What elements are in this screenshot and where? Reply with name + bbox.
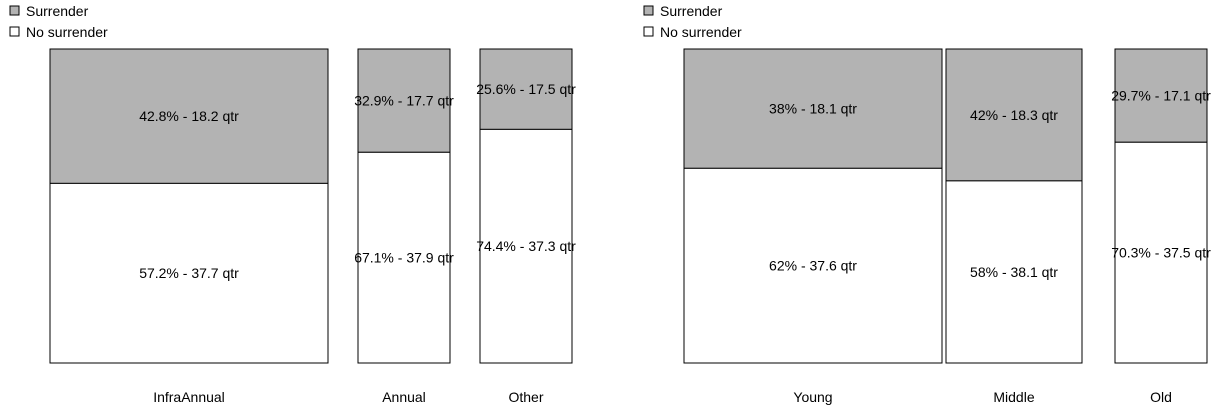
bar-surrender-other <box>479 48 573 130</box>
data-label-no-surrender-other: 74.4% - 37.3 qtr <box>476 238 576 254</box>
category-label-middle: Middle <box>993 389 1034 405</box>
bar-surrender-young <box>683 48 943 169</box>
data-label-no-surrender-old: 70.3% - 37.5 qtr <box>1111 245 1211 261</box>
bar-surrender-infraannual <box>49 48 329 184</box>
legend-swatch-surrender <box>643 5 654 16</box>
legend-swatch-surrender <box>9 5 20 16</box>
legend-label-no-surrender: No surrender <box>26 24 108 40</box>
legend-label-no-surrender: No surrender <box>660 24 742 40</box>
bar-no-surrender-annual <box>357 151 451 364</box>
data-label-surrender-annual: 32.9% - 17.7 qtr <box>354 93 454 109</box>
legend-label-surrender: Surrender <box>26 3 89 19</box>
mosaic-chart-1: Surrender No surrender 42.8% - 18.2 qtr 57.… <box>9 3 576 405</box>
data-label-surrender-middle: 42% - 18.3 qtr <box>970 107 1058 123</box>
data-label-no-surrender-annual: 67.1% - 37.9 qtr <box>354 250 454 266</box>
bar-no-surrender-middle <box>945 180 1083 364</box>
bar-no-surrender-infraannual <box>49 182 329 364</box>
bar-no-surrender-young <box>683 167 943 364</box>
category-label-old: Old <box>1150 389 1172 405</box>
data-label-no-surrender-infraannual: 57.2% - 37.7 qtr <box>139 265 239 281</box>
category-label-young: Young <box>793 389 832 405</box>
data-label-surrender-other: 25.6% - 17.5 qtr <box>476 81 576 97</box>
data-label-surrender-old: 29.7% - 17.1 qtr <box>1111 88 1211 104</box>
category-label-annual: Annual <box>382 389 426 405</box>
legend-label-surrender: Surrender <box>660 3 723 19</box>
bar-no-surrender-other <box>479 128 573 364</box>
data-label-surrender-infraannual: 42.8% - 18.2 qtr <box>139 108 239 124</box>
category-label-infraannual: InfraAnnual <box>153 389 225 405</box>
bar-no-surrender-old <box>1114 141 1208 364</box>
mosaic-chart-2: Surrender No surrender 38% - 18.1 qtr 62% -… <box>643 3 1211 405</box>
bar-surrender-annual <box>357 48 451 153</box>
bar-surrender-old <box>1114 48 1208 143</box>
legend-swatch-no-surrender <box>643 26 654 37</box>
category-label-other: Other <box>508 389 543 405</box>
data-label-surrender-young: 38% - 18.1 qtr <box>769 101 857 117</box>
data-label-no-surrender-middle: 58% - 38.1 qtr <box>970 264 1058 280</box>
data-label-no-surrender-young: 62% - 37.6 qtr <box>769 258 857 274</box>
legend-swatch-no-surrender <box>9 26 20 37</box>
